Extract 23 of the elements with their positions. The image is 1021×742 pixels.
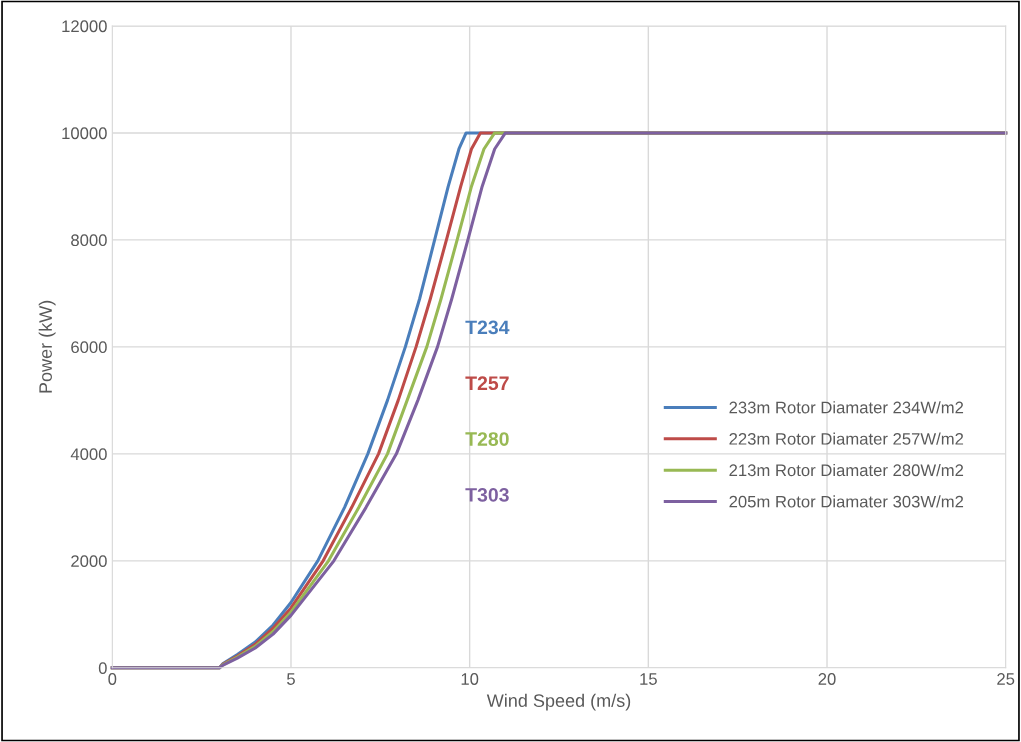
annotation: T257 xyxy=(465,376,509,391)
annotation: T303 xyxy=(465,487,509,502)
x-tick-label: 5 xyxy=(287,673,295,685)
x-tick-label: 25 xyxy=(997,673,1015,685)
legend-label: 205m Rotor Diamater 303W/m2 xyxy=(729,495,964,508)
y-axis-title: Power (kW) xyxy=(38,300,56,393)
annotation: T280 xyxy=(465,432,509,446)
y-tick-label: 0 xyxy=(98,662,107,674)
x-axis-title: Wind Speed (m/s) xyxy=(486,693,631,711)
y-tick-label: 4000 xyxy=(70,448,107,461)
y-tick-label: 12000 xyxy=(62,20,107,33)
y-tick-label: 8000 xyxy=(71,234,107,247)
legend-label: 233m Rotor Diamater 234W/m2 xyxy=(729,401,964,414)
x-tick-label: 10 xyxy=(461,673,479,685)
legend-label: 213m Rotor Diamater 280W/m2 xyxy=(729,463,964,477)
x-tick-label: 15 xyxy=(640,673,657,685)
legend-label: 223m Rotor Diamater 257W/m2 xyxy=(729,432,964,445)
x-tick-label: 0 xyxy=(108,673,117,685)
x-tick-label: 20 xyxy=(818,673,836,685)
y-tick-label: 6000 xyxy=(71,341,107,354)
y-tick-label: 10000 xyxy=(62,127,107,140)
annotation: T234 xyxy=(465,320,510,335)
y-tick-label: 2000 xyxy=(71,555,107,568)
